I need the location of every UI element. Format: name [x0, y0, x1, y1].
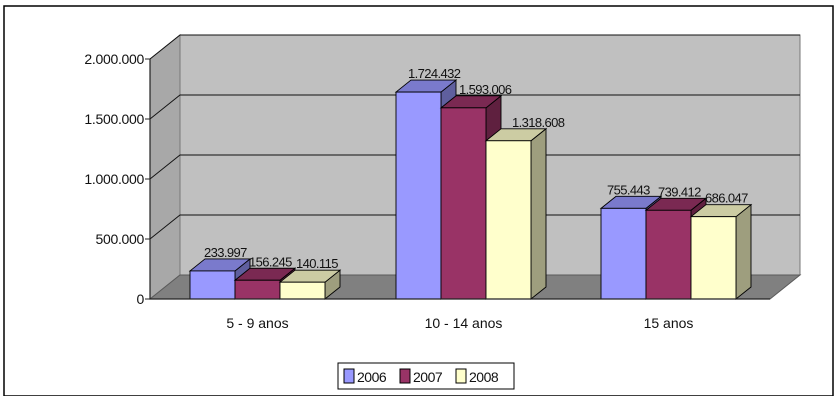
bar-front — [279, 281, 326, 300]
y-tick-label: 500.000 — [95, 231, 144, 247]
bar-front — [234, 279, 281, 300]
gridline — [149, 94, 800, 120]
bar-front — [440, 107, 487, 300]
legend-box — [337, 362, 515, 390]
x-tick-label: 15 anos — [644, 315, 694, 331]
y-axis: 0 500.000 1.000.000 1.500.000 2.000.000 — [84, 51, 151, 307]
y-tick-label: 1.500.000 — [84, 111, 144, 127]
bar-front — [645, 209, 692, 300]
legend-item-2007: 2007 — [399, 368, 443, 385]
legend-swatch — [343, 368, 355, 384]
bar-side — [530, 127, 547, 300]
bar-2008-2 — [689, 203, 753, 300]
bar-2008-0 — [278, 269, 342, 300]
legend-label: 2006 — [357, 369, 387, 385]
x-axis: 5 - 9 anos 10 - 14 anos 15 anos — [150, 298, 770, 331]
bar-side — [735, 203, 752, 300]
bar-front — [189, 270, 236, 300]
gridline — [149, 154, 800, 180]
legend: 2006 2007 2008 — [337, 362, 515, 390]
bar-front — [690, 216, 737, 300]
gridline — [149, 34, 800, 60]
bar-front — [485, 140, 532, 300]
bar-2008-1 — [484, 127, 548, 300]
data-label: 1.724.432 — [408, 66, 461, 81]
bar-front — [395, 91, 442, 300]
data-label: 739.412 — [658, 184, 701, 199]
legend-item-2006: 2006 — [343, 368, 387, 385]
legend-swatch — [399, 368, 411, 384]
bar-front — [600, 207, 647, 300]
legend-label: 2008 — [469, 369, 499, 385]
data-label: 686.047 — [705, 191, 748, 206]
legend-swatch — [455, 368, 467, 384]
legend-item-2008: 2008 — [455, 368, 499, 385]
y-tick-label: 2.000.000 — [84, 51, 144, 67]
y-tick-label: 0 — [137, 291, 145, 307]
data-label: 755.443 — [607, 182, 650, 197]
data-label: 1.593.006 — [459, 82, 512, 97]
data-label: 1.318.608 — [512, 115, 565, 130]
data-label: 156.245 — [249, 254, 292, 269]
data-label: 140.115 — [296, 256, 338, 271]
gridlines — [149, 34, 800, 240]
gridline — [149, 214, 800, 240]
legend-label: 2007 — [413, 369, 443, 385]
bars — [188, 79, 753, 300]
x-tick-label: 5 - 9 anos — [226, 315, 288, 331]
data-label: 233.997 — [204, 245, 247, 260]
x-tick-label: 10 - 14 anos — [425, 315, 503, 331]
y-tick-label: 1.000.000 — [84, 171, 144, 187]
